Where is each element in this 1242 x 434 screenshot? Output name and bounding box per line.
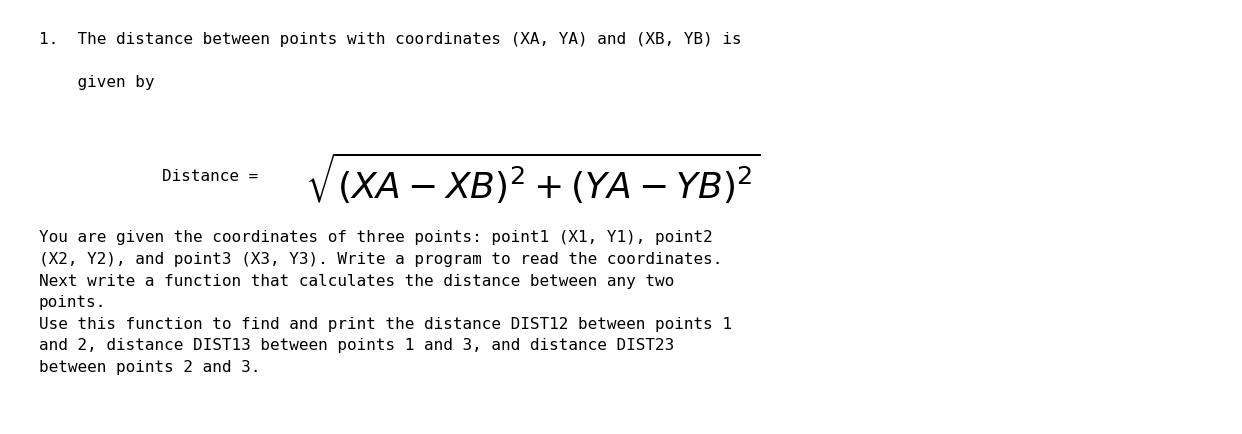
- Text: Distance =: Distance =: [163, 168, 258, 184]
- Text: $\sqrt{(XA-XB)^{2}+(YA-YB)^{2}}$: $\sqrt{(XA-XB)^{2}+(YA-YB)^{2}}$: [306, 150, 760, 206]
- Text: 1.  The distance between points with coordinates (XA, YA) and (XB, YB) is: 1. The distance between points with coor…: [39, 32, 741, 46]
- Text: given by: given by: [39, 75, 154, 90]
- Text: You are given the coordinates of three points: point1 (X1, Y1), point2
(X2, Y2),: You are given the coordinates of three p…: [39, 230, 732, 374]
